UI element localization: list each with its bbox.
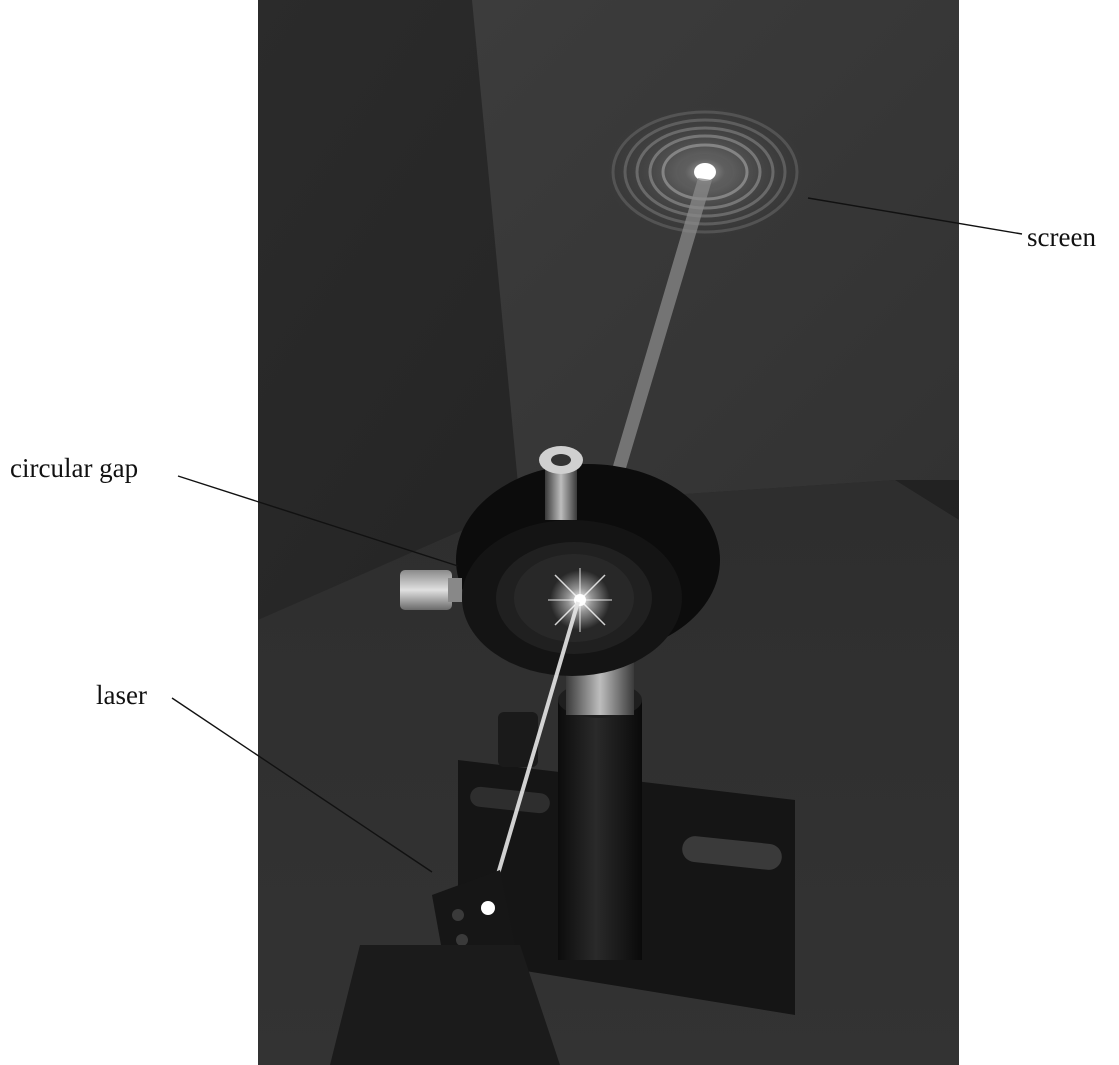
- aperture-flare: [548, 568, 612, 632]
- leader-line-circular-gap: [177, 475, 459, 567]
- leader-lines: [171, 197, 1023, 873]
- laser-source: [330, 870, 560, 1065]
- screen-panel: [472, 0, 959, 505]
- diffraction-pattern: [605, 106, 805, 238]
- leader-line-laser: [171, 697, 433, 873]
- label-laser: laser: [96, 680, 147, 710]
- diffracted-beam: [605, 178, 712, 495]
- leader-line-screen: [807, 197, 1023, 235]
- label-circular-gap: circular gap: [10, 453, 139, 483]
- label-screen: screen: [1027, 222, 1096, 252]
- laser-beam: [486, 601, 580, 909]
